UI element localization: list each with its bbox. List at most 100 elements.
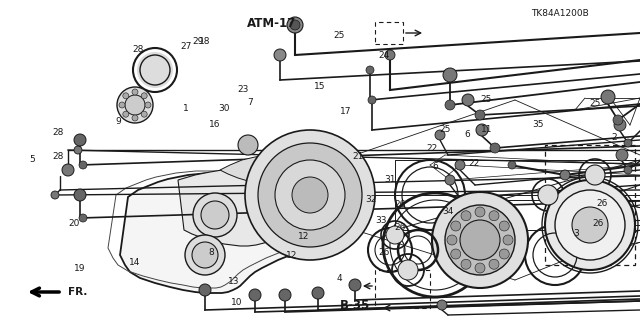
Text: 24: 24 (378, 52, 390, 60)
Circle shape (451, 249, 461, 259)
Text: 27: 27 (180, 42, 191, 51)
Circle shape (560, 170, 570, 180)
Text: 15: 15 (314, 82, 326, 91)
Text: 2: 2 (612, 133, 617, 142)
Circle shape (503, 235, 513, 245)
Circle shape (368, 96, 376, 104)
Circle shape (437, 300, 447, 310)
Circle shape (499, 249, 509, 259)
Circle shape (585, 165, 605, 185)
Circle shape (119, 102, 125, 108)
Text: 8: 8 (209, 248, 214, 257)
Circle shape (489, 211, 499, 221)
Circle shape (572, 207, 608, 243)
Text: 6: 6 (433, 162, 438, 171)
Text: 22: 22 (426, 144, 438, 153)
Text: 26: 26 (596, 199, 607, 208)
Text: 16: 16 (209, 120, 220, 129)
Circle shape (616, 149, 628, 161)
Circle shape (435, 130, 445, 140)
Circle shape (443, 68, 457, 82)
Polygon shape (220, 154, 298, 186)
Text: 12: 12 (298, 232, 310, 241)
Text: 7: 7 (247, 98, 252, 107)
Circle shape (447, 235, 457, 245)
Circle shape (132, 115, 138, 121)
Circle shape (545, 180, 635, 270)
Text: 28: 28 (52, 128, 63, 137)
Text: 9: 9 (116, 117, 121, 126)
Text: FR.: FR. (68, 287, 88, 297)
Text: 17: 17 (340, 108, 351, 116)
Circle shape (312, 287, 324, 299)
Circle shape (613, 115, 623, 125)
Circle shape (274, 49, 286, 61)
Text: 26: 26 (378, 248, 390, 257)
Circle shape (117, 87, 153, 123)
Polygon shape (120, 160, 352, 293)
Bar (375, 22, 403, 44)
Bar (545, 145, 635, 265)
Text: 22: 22 (468, 159, 479, 168)
Text: 26: 26 (394, 200, 406, 209)
Circle shape (74, 146, 82, 154)
Text: 5: 5 (29, 156, 35, 164)
Polygon shape (178, 154, 330, 246)
Text: 25: 25 (481, 95, 492, 104)
Text: 34: 34 (442, 207, 454, 216)
Text: 21: 21 (353, 152, 364, 161)
Text: ATM-17: ATM-17 (248, 17, 296, 29)
Circle shape (489, 259, 499, 269)
Text: 29: 29 (193, 37, 204, 46)
Circle shape (461, 259, 471, 269)
Circle shape (145, 102, 151, 108)
Circle shape (614, 119, 626, 131)
Circle shape (51, 191, 59, 199)
Circle shape (508, 161, 516, 169)
Circle shape (385, 50, 395, 60)
Circle shape (555, 190, 625, 260)
Circle shape (490, 143, 500, 153)
Circle shape (279, 289, 291, 301)
Text: 25: 25 (439, 125, 451, 134)
Circle shape (475, 110, 485, 120)
Text: 31: 31 (385, 175, 396, 184)
Circle shape (445, 175, 455, 185)
Circle shape (287, 17, 303, 33)
Text: TK84A1200B: TK84A1200B (531, 9, 589, 18)
Circle shape (141, 111, 147, 117)
Circle shape (290, 20, 300, 30)
Circle shape (137, 52, 173, 88)
Text: 32: 32 (365, 196, 377, 204)
Text: 11: 11 (481, 125, 492, 134)
Text: 23: 23 (237, 85, 249, 94)
Bar (375, 270, 430, 308)
Circle shape (445, 205, 515, 275)
Circle shape (624, 166, 632, 174)
Text: 12: 12 (285, 252, 297, 260)
Text: 6: 6 (465, 130, 470, 139)
Text: 26: 26 (394, 223, 406, 232)
Circle shape (475, 263, 485, 273)
Circle shape (386, 226, 404, 244)
Text: 35: 35 (532, 120, 543, 129)
Text: 25: 25 (333, 31, 345, 40)
Circle shape (74, 134, 86, 146)
Text: 1: 1 (183, 104, 188, 113)
Circle shape (132, 89, 138, 95)
Text: 13: 13 (228, 277, 239, 286)
Circle shape (123, 111, 129, 117)
Text: 28: 28 (52, 152, 63, 161)
Circle shape (62, 164, 74, 176)
Circle shape (601, 90, 615, 104)
Circle shape (538, 185, 558, 205)
Circle shape (79, 214, 87, 222)
Text: 20: 20 (68, 220, 79, 228)
Circle shape (245, 130, 375, 260)
Circle shape (475, 207, 485, 217)
Text: 33: 33 (375, 216, 387, 225)
Circle shape (199, 284, 211, 296)
Circle shape (624, 139, 632, 147)
Circle shape (460, 220, 500, 260)
Circle shape (192, 242, 218, 268)
